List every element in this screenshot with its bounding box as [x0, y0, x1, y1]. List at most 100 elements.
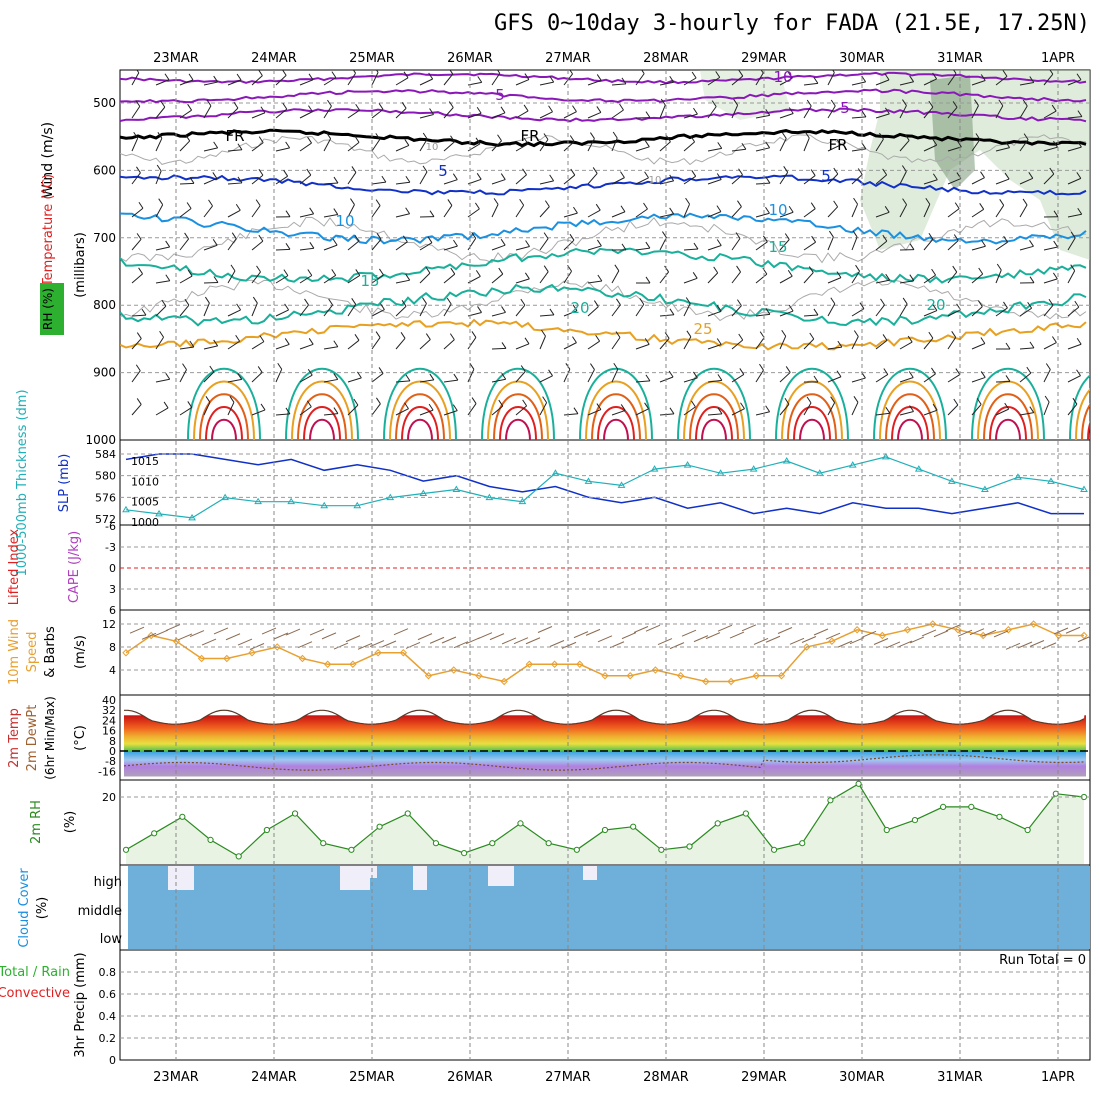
wind-barb: [1043, 304, 1054, 317]
wind-barb-flag: [375, 331, 381, 338]
wind-barb: [371, 139, 381, 152]
wind-barb-flag: [669, 407, 675, 415]
wind-barb: [587, 111, 602, 119]
wind-barb: [155, 79, 170, 86]
wind-barb: [419, 303, 427, 317]
wind-barb-flag: [1027, 301, 1033, 309]
wind-barb-flag: [980, 74, 986, 81]
wind-barb: [1019, 204, 1028, 218]
wind-barb-flag: [400, 332, 406, 339]
wind-barb-flag: [765, 308, 771, 315]
slp-marker: [353, 501, 362, 509]
wind-barb: [539, 139, 549, 152]
wind-barb: [875, 138, 884, 152]
wind-barb-flag: [953, 398, 959, 406]
wind-barb: [731, 174, 743, 185]
wind-barb-flag: [737, 200, 742, 207]
wind-barb-flag: [932, 138, 938, 146]
wind-barb-flag: [212, 172, 218, 179]
wind-barb-flag: [595, 203, 601, 211]
wind-barb: [323, 244, 338, 251]
wind-barb-flag: [428, 403, 434, 411]
wind10m-marker: [450, 666, 458, 674]
wind10m-marker: [298, 654, 307, 663]
wind-barb: [299, 111, 313, 119]
y-label-precip-total: Total / Rain: [0, 965, 70, 980]
wind-barb: [587, 245, 602, 251]
wind-barb-flag: [904, 134, 910, 141]
wind-barb-flag: [830, 297, 836, 305]
wind-barb: [1019, 82, 1034, 86]
wind-barb: [203, 105, 212, 119]
wind-barb: [947, 309, 961, 317]
wind10m-marker: [550, 660, 559, 668]
wind-barb: [611, 304, 621, 317]
wind-barb-flag: [570, 168, 576, 176]
wind-barb-flag: [645, 111, 651, 118]
rh2m-marker: [320, 840, 327, 847]
wind-barb-flag: [980, 337, 986, 344]
wind-barb-flag: [333, 176, 339, 184]
temp-contour-teal-20: [120, 283, 1087, 327]
wind-barb-flag: [590, 363, 595, 370]
wind-barb-flag: [165, 274, 171, 282]
wind10m-barb: [693, 635, 709, 643]
rh-contour: [120, 216, 1087, 264]
wind-barb: [659, 180, 674, 185]
axis-tick-label: -16: [98, 765, 116, 778]
wind-barb: [659, 413, 674, 416]
wind-barb-flag: [713, 266, 719, 274]
wind-barb-flag: [493, 198, 499, 205]
wind10m-barb: [1077, 636, 1090, 643]
wind-barb-flag: [661, 231, 667, 238]
wind-barb-flag: [810, 169, 816, 176]
wind-barb-flag: [452, 404, 458, 411]
wind-barb-flag: [189, 177, 195, 184]
wind-barb-flag: [237, 373, 243, 380]
wind-barb-flag: [404, 402, 409, 410]
wind-barb-flag: [952, 101, 958, 108]
wind-barb: [635, 343, 650, 350]
wind-barb: [1019, 307, 1032, 317]
rh2m-marker: [545, 840, 552, 847]
wind-barb: [611, 337, 621, 350]
wind-barb-flag: [182, 363, 187, 370]
wind-barb-flag: [765, 141, 771, 149]
wind-barb: [491, 405, 504, 416]
wind-barb: [803, 208, 816, 218]
wind10m-barb: [597, 635, 613, 643]
wind-barb-flag: [332, 238, 338, 246]
wind-barb: [635, 380, 650, 383]
surface-temp-arch: [187, 367, 261, 440]
wind10m-marker: [1029, 620, 1038, 628]
wind-barb: [803, 338, 815, 350]
wind-barb: [251, 75, 263, 86]
axis-tick-label: 20: [102, 791, 116, 804]
wind-barb-flag: [855, 264, 860, 272]
wind-barb: [539, 375, 553, 383]
surface-temp-arch: [677, 367, 751, 440]
wind-barb: [443, 339, 455, 350]
y-label-precip: 3hr Precip (mm): [73, 952, 88, 1057]
wind-barb-flag: [283, 169, 289, 177]
wind-barb-flag: [188, 73, 194, 81]
wind-barb-flag: [449, 70, 454, 75]
wind-barb-flag: [909, 243, 915, 250]
wind-barb: [347, 142, 360, 152]
wind-barb-flag: [737, 299, 742, 306]
wind-barb-flag: [380, 303, 385, 310]
wind-barb: [707, 147, 722, 152]
wind-barb: [899, 81, 914, 86]
wind-barb: [803, 175, 816, 185]
wind-barb: [131, 207, 144, 218]
rh2m-marker: [573, 846, 580, 853]
wind10m-barb: [345, 635, 361, 643]
cloud-cover-gap: [365, 866, 377, 878]
wind-barb: [587, 209, 601, 218]
wind-barb-flag: [975, 133, 981, 140]
wind-barb: [131, 138, 139, 152]
wind-barb-flag: [429, 108, 434, 115]
y-label-cape: CAPE (J/kg): [67, 531, 82, 603]
wind-barb-flag: [524, 272, 530, 280]
wind-barb-flag: [522, 168, 527, 176]
